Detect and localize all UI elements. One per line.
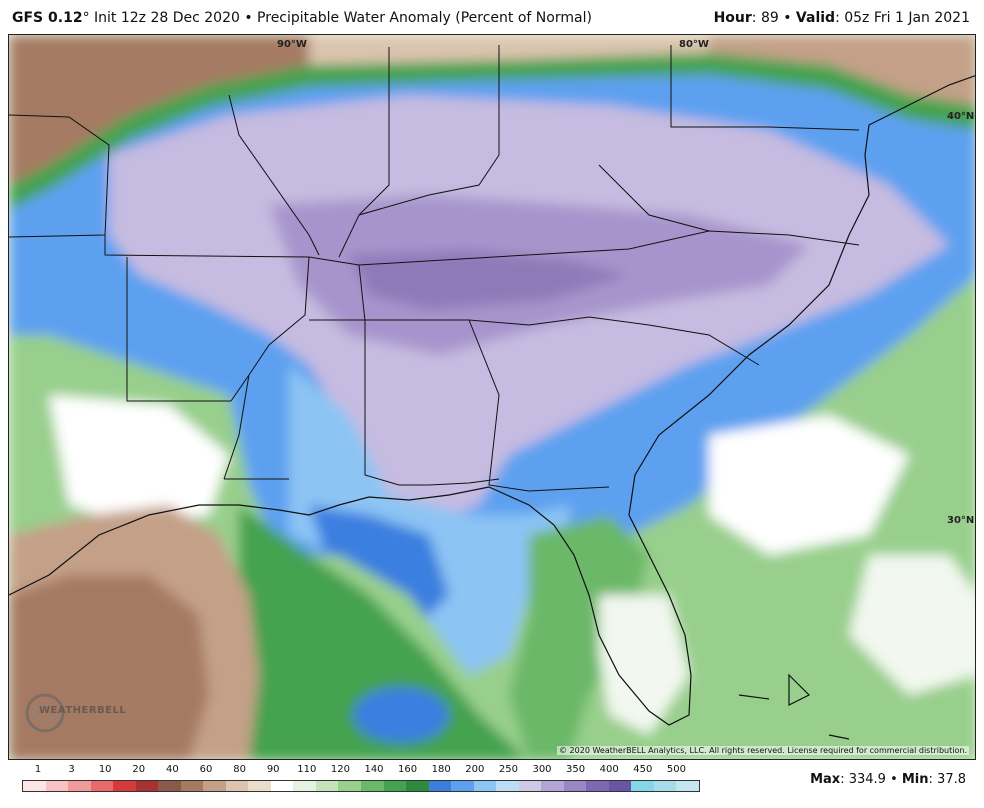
valid-time: Hour: 89 • Valid: 05z Fri 1 Jan 2021: [714, 10, 970, 26]
state-boundaries: [9, 45, 860, 492]
max-min-stats: Max: 334.9 • Min: 37.8: [810, 772, 966, 787]
legend-swatch: [90, 781, 114, 791]
legend-label: 40: [166, 764, 179, 775]
legend-swatch: [451, 781, 474, 791]
legend-labels: 1 3 10 20 40 60 80 90 110 120 140 160 180 200 250 300 35…: [20, 764, 700, 778]
longitude-label-90w: 90°W: [277, 39, 307, 50]
min-value: : 37.8: [928, 772, 966, 787]
legend-label: 500: [666, 764, 686, 775]
legend-swatch: [406, 781, 429, 791]
legend-swatch: [315, 781, 339, 791]
legend-label: 3: [68, 764, 75, 775]
legend-label: 60: [199, 764, 213, 775]
legend-swatch: [68, 781, 91, 791]
legend-label: 1: [34, 764, 42, 775]
header: GFS 0.12° Init 12z 28 Dec 2020 • Precipi…: [0, 0, 984, 34]
valid-value: : 05z Fri 1 Jan 2021: [835, 10, 970, 26]
legend-swatch: [270, 781, 294, 791]
legend-swatch: [360, 781, 384, 791]
legend-swatch: [608, 781, 632, 791]
max-label: Max: [810, 772, 841, 787]
anomaly-map: [9, 35, 975, 759]
legend-label: 300: [532, 764, 552, 775]
legend-label: 200: [465, 764, 485, 775]
weatherbell-logo: WEATHERBELL: [23, 689, 126, 737]
hour-label: Hour: [713, 10, 752, 26]
legend-swatch: [203, 781, 226, 791]
title-text: ° Init 12z 28 Dec 2020 • Precipitable Wa…: [82, 10, 592, 26]
legend-swatch: [158, 781, 181, 791]
legend-label: 20: [132, 764, 146, 775]
max-value: : 334.9 •: [840, 772, 902, 787]
color-legend: 1 3 10 20 40 60 80 90 110 120 140 160 180 200 250 300 35…: [20, 764, 700, 794]
legend-color-bar: [22, 780, 700, 792]
legend-label: 80: [233, 764, 246, 775]
legend-swatch: [631, 781, 654, 791]
anomaly-field: [9, 35, 975, 759]
legend-swatch: [428, 781, 452, 791]
legend-swatch: [135, 781, 159, 791]
legend-label: 400: [599, 764, 619, 775]
legend-swatch: [113, 781, 136, 791]
latitude-label-40n: 40°N: [947, 111, 975, 122]
title: GFS 0.12° Init 12z 28 Dec 2020 • Precipi…: [12, 10, 592, 26]
legend-label: 450: [633, 764, 653, 775]
legend-label: 160: [398, 764, 418, 775]
legend-label: 10: [98, 764, 112, 775]
legend-swatch: [563, 781, 587, 791]
legend-swatch: [653, 781, 677, 791]
legend-label: 180: [431, 764, 451, 775]
valid-label: Valid: [795, 10, 836, 26]
min-label: Min: [901, 772, 929, 787]
legend-swatch: [586, 781, 609, 791]
legend-swatch: [180, 781, 204, 791]
legend-swatch: [676, 781, 699, 791]
map-panel[interactable]: 90°W 80°W 40°N 30°N WEATHERBELL © 2020 W…: [8, 34, 976, 760]
latitude-label-30n: 30°N: [947, 515, 975, 526]
model-name: GFS 0.12: [12, 10, 83, 26]
legend-label: 110: [297, 764, 317, 775]
legend-label: 120: [330, 764, 350, 775]
logo-swirl-icon: [25, 693, 65, 733]
legend-label: 90: [266, 764, 280, 775]
legend-swatch: [496, 781, 519, 791]
legend-swatch: [225, 781, 249, 791]
legend-swatch: [293, 781, 316, 791]
legend-swatch: [45, 781, 69, 791]
legend-label: 350: [566, 764, 586, 775]
legend-swatch: [473, 781, 497, 791]
hour-value: : 89 •: [751, 10, 796, 26]
legend-label: 250: [498, 764, 518, 775]
legend-swatch: [383, 781, 407, 791]
legend-swatch: [518, 781, 542, 791]
legend-label: 140: [364, 764, 384, 775]
legend-swatch: [23, 781, 46, 791]
legend-swatch: [541, 781, 564, 791]
longitude-label-80w: 80°W: [679, 39, 709, 50]
legend-swatch: [248, 781, 271, 791]
coastline: [9, 75, 975, 740]
copyright-notice: © 2020 WeatherBELL Analytics, LLC. All r…: [557, 746, 969, 755]
logo-text: WEATHERBELL: [39, 705, 127, 716]
legend-swatch: [338, 781, 361, 791]
